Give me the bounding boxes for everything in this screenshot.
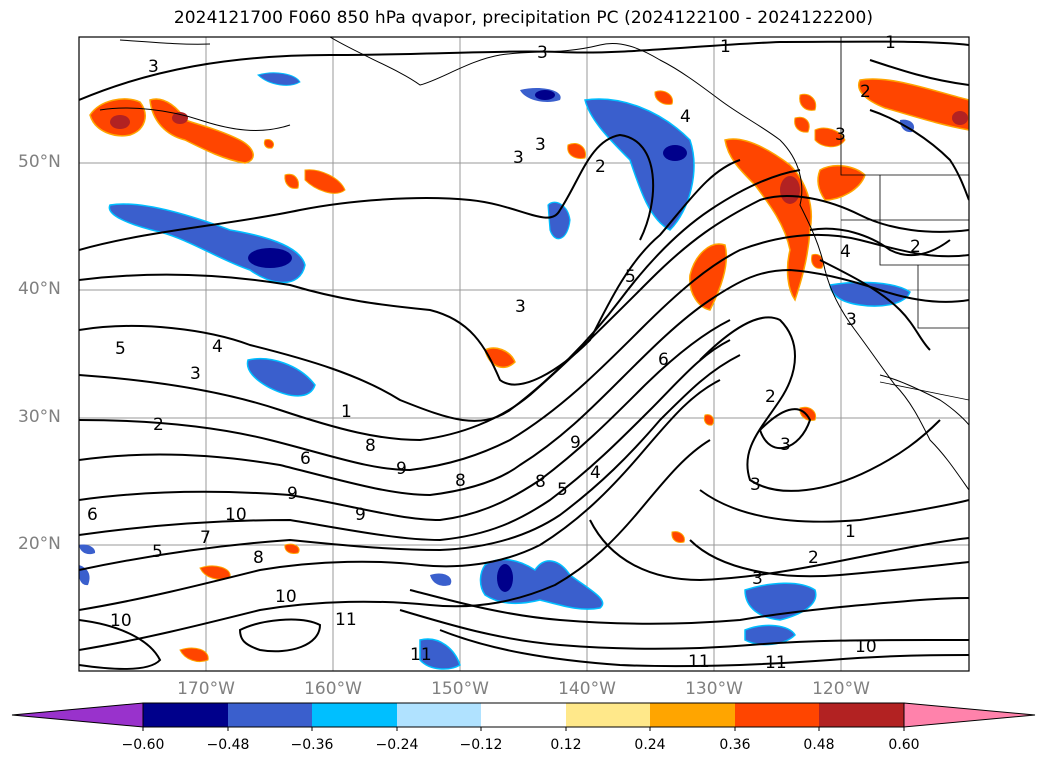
- colorbar-tick-label: −0.36: [290, 737, 334, 753]
- lat-label: 50°N: [18, 152, 61, 172]
- contour-label: 5: [152, 542, 163, 562]
- contour-label: 11: [688, 652, 710, 672]
- contour-label: 1: [845, 522, 856, 542]
- contour-label: 11: [765, 653, 787, 673]
- colorbar-tick-label: 0.60: [888, 737, 920, 753]
- contour-label: 10: [855, 637, 877, 657]
- colorbar-extend-high: [903, 702, 1036, 728]
- contour-label: 10: [275, 587, 297, 607]
- contour-label: 3: [846, 310, 857, 330]
- colorbar-segment: [650, 703, 735, 727]
- contour-label: 2: [860, 82, 871, 102]
- contour-label: 3: [537, 43, 548, 63]
- contour-label: 8: [535, 472, 546, 492]
- colorbar-segment: [312, 703, 397, 727]
- contour-label: 3: [780, 435, 791, 455]
- contour-lines: [79, 40, 969, 670]
- colorbar-segment: [397, 703, 481, 727]
- lon-label: 120°W: [812, 679, 870, 699]
- map-title: 2024121700 F060 850 hPa qvapor, precipit…: [173, 8, 874, 28]
- contour-label: 2: [910, 237, 921, 257]
- contour-label: 7: [200, 528, 211, 548]
- contour-label: 3: [515, 297, 526, 317]
- colorbar-tick-label: 0.12: [550, 737, 582, 753]
- lon-label: 140°W: [558, 679, 616, 699]
- contour-label: 2: [595, 157, 606, 177]
- contour-label: 3: [535, 135, 546, 155]
- lon-label: 160°W: [304, 679, 362, 699]
- lat-label: 20°N: [18, 534, 61, 554]
- contour-label: 8: [455, 471, 466, 491]
- colorbar-tick-label: 0.48: [803, 737, 835, 753]
- contour-label: 3: [835, 125, 846, 145]
- lon-label: 150°W: [431, 679, 489, 699]
- contour-label: 11: [410, 645, 432, 665]
- contour-label: 6: [87, 505, 98, 525]
- contour-label: 3: [752, 569, 763, 589]
- contour-label: 9: [355, 505, 366, 525]
- contour-label: 2: [808, 548, 819, 568]
- contour-label: 6: [300, 449, 311, 469]
- contour-label: 9: [287, 484, 298, 504]
- contour-label: 5: [557, 480, 568, 500]
- colorbar-tick-label: −0.12: [459, 737, 503, 753]
- contour-label: 1: [720, 37, 731, 57]
- contour-label: 4: [680, 107, 691, 127]
- contour-label-group: 3 1 1 3 2 3 3 2 3 4 5 4 3 2 1 6 8 9 10 8…: [87, 33, 921, 673]
- contour-label: 9: [396, 459, 407, 479]
- colorbar: [11, 702, 1036, 731]
- contour-label: 10: [110, 611, 132, 631]
- colorbar-segment: [566, 703, 650, 727]
- precip-negative-fills: [79, 72, 915, 670]
- colorbar-segment: [228, 703, 312, 727]
- contour-label: 2: [153, 415, 164, 435]
- contour-label: 8: [253, 548, 264, 568]
- contour-label: 9: [570, 433, 581, 453]
- boundaries: [840, 37, 969, 401]
- contour-label: 3: [190, 364, 201, 384]
- lat-label: 30°N: [18, 407, 61, 427]
- contour-label: 5: [625, 267, 636, 287]
- colorbar-tick-label: 0.24: [634, 737, 666, 753]
- contour-label: 4: [590, 463, 601, 483]
- contour-label: 4: [840, 242, 851, 262]
- contour-label: 10: [225, 505, 247, 525]
- lon-label: 170°W: [177, 679, 235, 699]
- contour-label: 8: [365, 436, 376, 456]
- contour-label: 1: [885, 33, 896, 53]
- contour-label: 11: [335, 610, 357, 630]
- contour-label: 6: [658, 350, 669, 370]
- colorbar-segment: [481, 703, 566, 727]
- lon-label: 130°W: [685, 679, 743, 699]
- contour-label: 1: [341, 402, 352, 422]
- contour-label: 2: [765, 387, 776, 407]
- colorbar-tick-label: −0.48: [206, 737, 250, 753]
- colorbar-tick-label: 0.36: [719, 737, 751, 753]
- lat-label: 40°N: [18, 279, 61, 299]
- colorbar-outline: [142, 702, 905, 728]
- precip-positive-fills: [89, 78, 969, 663]
- contour-label: 3: [750, 475, 761, 495]
- map-border: [78, 36, 970, 672]
- contour-label: 5: [115, 339, 126, 359]
- colorbar-segment: [735, 703, 819, 727]
- colorbar-segment: [143, 703, 228, 727]
- contour-label: 3: [513, 148, 524, 168]
- colorbar-tick-label: −0.24: [375, 737, 419, 753]
- coastlines: [99, 37, 969, 491]
- colorbar-tick-label: −0.60: [121, 737, 165, 753]
- colorbar-extend-low: [11, 702, 144, 728]
- contour-label: 4: [212, 337, 223, 357]
- colorbar-segment: [819, 703, 904, 727]
- contour-label: 3: [148, 57, 159, 77]
